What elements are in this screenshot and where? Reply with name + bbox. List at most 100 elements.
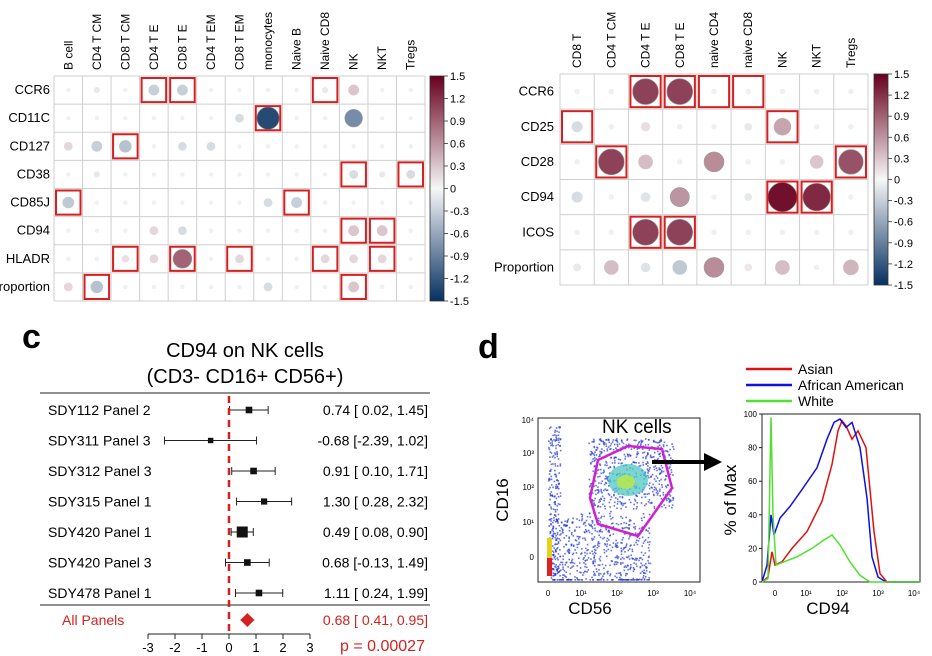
event-dot <box>654 441 656 443</box>
event-dot <box>593 574 595 576</box>
event-dot <box>552 445 554 447</box>
event-dot <box>641 441 643 443</box>
colorbar-tick-label: -1.2 <box>894 259 913 271</box>
event-dot <box>548 519 551 521</box>
event-dot <box>657 445 660 448</box>
event-dot <box>629 519 631 521</box>
event-dot <box>616 555 618 557</box>
event-dot <box>603 551 606 554</box>
event-dot <box>553 579 556 581</box>
event-dot <box>548 477 551 480</box>
event-dot <box>551 579 554 581</box>
event-dot <box>590 462 592 465</box>
event-dot <box>663 450 665 453</box>
correlation-circle <box>66 87 71 93</box>
correlation-circle <box>93 86 100 94</box>
event-dot <box>568 529 571 532</box>
event-dot <box>615 497 617 499</box>
event-dot <box>610 443 613 445</box>
correlation-circle <box>63 282 73 292</box>
event-dot <box>672 496 674 499</box>
event-dot <box>549 518 552 521</box>
event-dot <box>572 535 575 537</box>
event-dot <box>551 443 554 446</box>
event-dot <box>606 448 609 450</box>
event-dot <box>593 503 596 506</box>
correlation-circle <box>773 118 792 136</box>
correlation-circle <box>408 256 413 262</box>
event-dot <box>669 448 671 451</box>
highlight-box <box>254 105 282 132</box>
correlation-circle <box>640 121 651 132</box>
event-dot <box>595 458 598 460</box>
correlation-circle <box>62 196 75 209</box>
event-dot <box>616 546 619 548</box>
event-dot <box>596 489 598 491</box>
event-dot <box>568 540 570 542</box>
correlation-circle <box>121 254 130 263</box>
event-dot <box>636 448 639 450</box>
event-dot <box>550 463 553 466</box>
event-dot <box>552 535 555 538</box>
event-dot <box>606 476 609 479</box>
event-dot <box>672 448 675 450</box>
event-dot <box>559 438 562 441</box>
event-dot <box>647 439 650 441</box>
event-dot <box>645 456 647 458</box>
event-dot <box>597 542 600 545</box>
event-dot <box>612 439 615 441</box>
event-dot <box>621 462 623 465</box>
event-dot <box>620 563 622 565</box>
event-dot <box>606 449 609 452</box>
x-tick-label: 0 <box>773 589 778 598</box>
event-dot <box>565 571 568 574</box>
event-dot <box>561 579 563 581</box>
correlation-circle <box>408 144 413 149</box>
event-dot <box>604 544 607 546</box>
event-dot <box>598 574 600 577</box>
event-dot <box>665 450 667 452</box>
event-dot <box>628 527 630 529</box>
panel-c-label: c <box>22 318 41 356</box>
event-dot <box>589 484 592 487</box>
event-dot <box>652 439 655 442</box>
correlation-circle <box>63 141 73 151</box>
event-dot <box>598 455 600 458</box>
row-label: CD28 <box>521 154 554 169</box>
event-dot <box>653 459 656 461</box>
correlation-circle <box>711 123 717 130</box>
event-dot <box>648 513 651 516</box>
event-dot <box>626 573 628 575</box>
event-dot <box>618 572 620 574</box>
event-dot <box>603 471 605 473</box>
correlation-circle <box>90 280 104 294</box>
event-dot <box>612 533 615 535</box>
y-tick-label: 100 <box>744 410 758 419</box>
event-dot <box>550 475 553 478</box>
density-cloud <box>548 426 675 581</box>
event-dot <box>590 462 592 464</box>
correlation-circle <box>294 115 299 121</box>
colorbar-tick-label: 0.6 <box>450 139 465 151</box>
event-dot <box>650 476 652 478</box>
event-dot <box>641 526 644 528</box>
event-dot <box>613 494 615 497</box>
event-dot <box>647 443 650 446</box>
event-dot <box>608 439 610 441</box>
event-dot <box>599 528 602 531</box>
event-dot <box>666 450 669 452</box>
event-dot <box>600 452 602 455</box>
highlight-box <box>595 145 628 179</box>
correlation-circle <box>91 140 103 152</box>
event-dot <box>610 579 613 581</box>
event-dot <box>605 482 608 485</box>
event-dot <box>595 454 598 456</box>
event-dot <box>574 549 576 551</box>
highlight-box <box>629 75 662 109</box>
correlation-circle <box>265 144 271 149</box>
correlation-circle <box>640 262 651 273</box>
correlation-circle <box>703 151 725 173</box>
row-label: HLADR <box>6 251 50 266</box>
event-dot <box>600 577 603 580</box>
correlation-circle <box>66 172 71 177</box>
